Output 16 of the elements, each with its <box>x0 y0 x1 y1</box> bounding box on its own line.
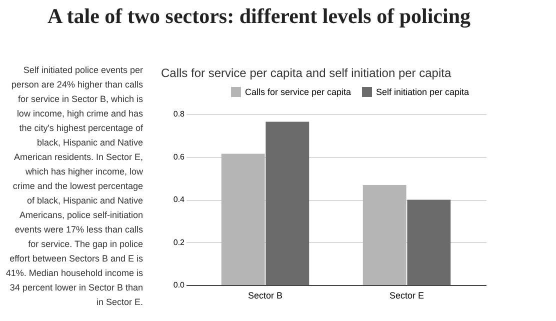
text: Self initiated police events per person are 24% higher than calls for service in Sector B, which is low income, high crime and has the city's highest percentage of black, Hispanic and Native American residents. In Sector E, which has higher income, low crime and the lowest percentage of black, Hispanic and Native Americans, police self-initiation events were 17% less than calls for service. The gap in police effort between Sectors B and E is 41%. Median household income is 34 percent lower in Sector B than in Sector E. <box>6 65 143 307</box>
y-tick-label: 0.2 <box>173 238 186 247</box>
chart-title: A tale of two sectors: different levels of policing <box>47 4 472 28</box>
x-tick-label: Sector E <box>389 290 424 300</box>
y-tick-label: 0.0 <box>173 280 186 290</box>
y-tick-label: 0.4 <box>173 195 186 204</box>
chart-subtitle: Calls for service per capita and self initiation per capita <box>161 66 452 80</box>
bar <box>362 184 406 285</box>
bar <box>266 122 310 285</box>
y-tick-label: 0.6 <box>173 152 186 162</box>
legend-label: Calls for service per capita <box>245 87 352 97</box>
bar <box>407 200 451 285</box>
x-tick-label: Sector B <box>248 290 283 300</box>
bar <box>221 154 265 285</box>
y-tick-label: 0.8 <box>173 110 186 118</box>
legend-label: Self initiation per capita <box>376 87 470 97</box>
